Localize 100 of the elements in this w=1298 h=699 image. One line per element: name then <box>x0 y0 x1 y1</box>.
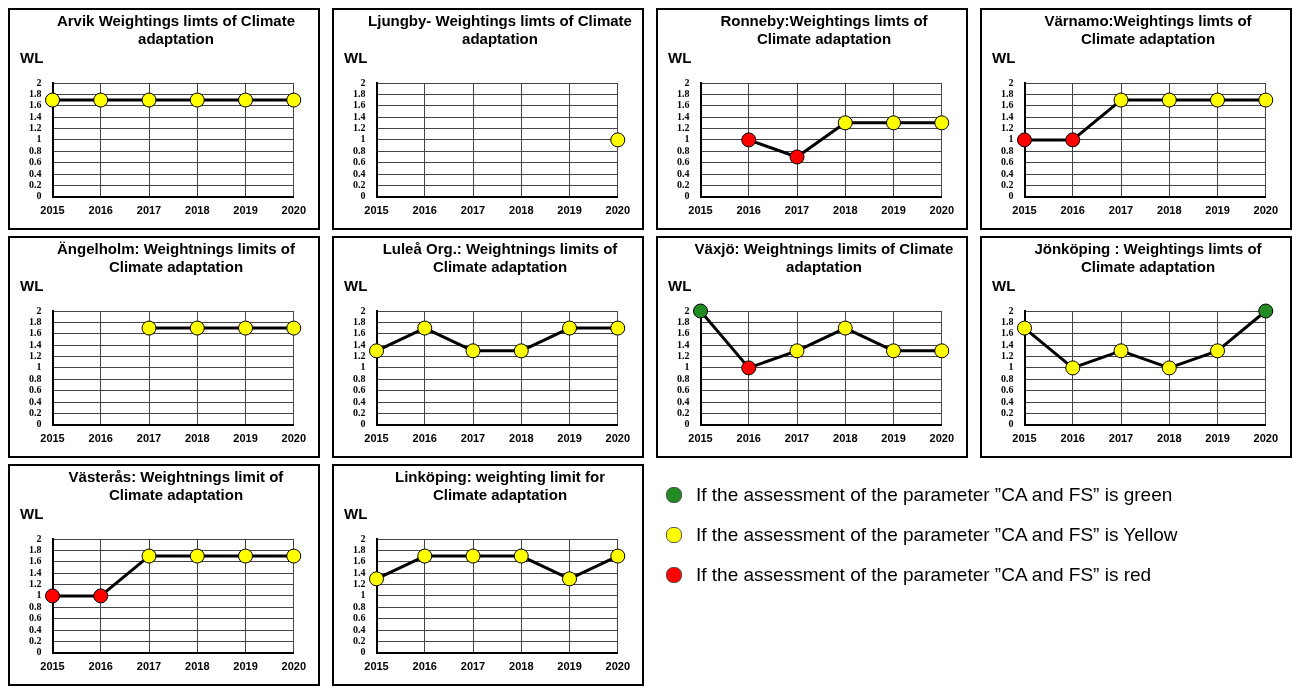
x-tick-label: 2020 <box>1253 432 1279 445</box>
x-tick-label: 2019 <box>557 432 582 445</box>
y-axis-title: WL <box>667 49 693 66</box>
x-tick-label: 2020 <box>605 660 631 673</box>
y-tick-label: 2 <box>360 304 366 316</box>
y-tick-label: 1.8 <box>29 315 42 327</box>
y-tick-label: 1 <box>1008 361 1014 373</box>
y-tick-label: 0 <box>1008 190 1014 202</box>
y-tick-label: 1.6 <box>353 99 366 111</box>
y-axis-title: WL <box>343 505 369 522</box>
y-tick-label: 1.6 <box>29 327 42 339</box>
x-tick-label: 2016 <box>736 204 761 217</box>
y-tick-label: 0.2 <box>353 635 366 646</box>
point <box>837 115 853 131</box>
y-tick-label: 2 <box>36 76 42 88</box>
y-tick-label: 0.2 <box>29 635 42 646</box>
point <box>741 360 757 376</box>
y-tick-label: 0 <box>360 418 366 430</box>
y-tick-label: 0.4 <box>353 623 366 635</box>
y-tick-label: 1.8 <box>1001 315 1014 327</box>
x-tick-label: 2016 <box>1060 432 1085 445</box>
x-tick-label: 2018 <box>1157 204 1182 217</box>
y-tick-label: 1.8 <box>677 315 690 327</box>
y-tick-label: 1.6 <box>677 99 690 111</box>
x-tick-label: 2017 <box>784 204 810 217</box>
y-tick-label: 0 <box>1008 418 1014 430</box>
y-tick-label: 2 <box>684 304 690 316</box>
x-tick-label: 2016 <box>1060 204 1085 217</box>
x-tick-label: 2019 <box>233 204 258 217</box>
x-tick-label: 2015 <box>40 660 65 673</box>
y-tick-label: 1.6 <box>677 327 690 339</box>
y-axis-title: WL <box>991 49 1017 66</box>
chart-title: Ronneby:Weightings limts of Climate adaptation <box>719 12 929 49</box>
x-tick-label: 2017 <box>1108 204 1134 217</box>
x-tick-label: 2017 <box>1108 432 1134 445</box>
x-tick-label: 2016 <box>412 204 437 217</box>
y-tick-label: 1.8 <box>677 87 690 99</box>
x-tick-label: 2020 <box>929 432 955 445</box>
x-tick-label: 2019 <box>557 204 582 217</box>
y-tick-label: 0.4 <box>677 167 690 179</box>
y-tick-label: 1.4 <box>353 110 366 122</box>
y-tick-label: 0.2 <box>29 179 42 190</box>
x-tick-label: 2020 <box>1253 204 1279 217</box>
y-tick-label: 0.4 <box>353 395 366 407</box>
y-tick-label: 1 <box>1008 133 1014 145</box>
x-tick-label: 2018 <box>833 432 858 445</box>
chart-title: Värnamo:Weightings limts of Climate adaptation <box>1043 12 1253 49</box>
y-tick-label: 2 <box>1008 304 1014 316</box>
text: If the assessment of the parameter ”CA and FS” is Yellow <box>696 524 1178 546</box>
point <box>789 149 805 165</box>
y-tick-label: 0.2 <box>29 407 42 418</box>
y-tick-label: 0.2 <box>1001 407 1014 418</box>
y-tick-label: 1.4 <box>353 338 366 350</box>
x-tick-label: 2019 <box>233 432 258 445</box>
y-tick-label: 1.4 <box>29 338 42 350</box>
y-tick-label: 1.2 <box>353 350 366 362</box>
y-axis-title: WL <box>343 277 369 294</box>
chart-title: Luleå Org.: Weightnings limits of Climate adaptation <box>381 240 619 277</box>
y-tick-label: 1 <box>684 133 690 145</box>
point <box>837 320 853 336</box>
point <box>789 343 805 359</box>
y-tick-label: 1.4 <box>677 338 690 350</box>
point <box>886 115 902 131</box>
chart-title: Arvik Weightings limts of Climate adaptation <box>55 12 297 49</box>
y-tick-label: 1.4 <box>1001 110 1014 122</box>
x-tick-label: 2015 <box>364 660 389 673</box>
y-tick-label: 0.4 <box>1001 395 1014 407</box>
y-tick-label: 2 <box>684 76 690 88</box>
y-tick-label: 0.6 <box>29 156 42 168</box>
chart-title: Jönköping : Weightings limts of Climate adaptation <box>1033 240 1263 277</box>
point <box>1017 320 1032 336</box>
point <box>693 303 708 319</box>
y-tick-label: 1.2 <box>353 578 366 590</box>
y-tick-label: 0.8 <box>29 600 42 612</box>
y-tick-label: 0.6 <box>677 156 690 168</box>
y-tick-label: 1.4 <box>29 566 42 578</box>
y-tick-label: 1.6 <box>1001 99 1014 111</box>
point <box>741 132 757 148</box>
y-tick-label: 0.8 <box>1001 372 1014 384</box>
x-tick-label: 2015 <box>364 204 389 217</box>
y-tick-label: 1.2 <box>1001 122 1014 134</box>
x-tick-label: 2016 <box>412 432 437 445</box>
x-tick-label: 2017 <box>460 432 486 445</box>
y-tick-label: 0.2 <box>677 407 690 418</box>
y-tick-label: 2 <box>360 76 366 88</box>
x-tick-label: 2020 <box>281 660 307 673</box>
x-tick-label: 2015 <box>40 204 65 217</box>
x-tick-label: 2015 <box>688 204 713 217</box>
y-tick-label: 0.4 <box>677 395 690 407</box>
y-tick-label: 1.2 <box>29 350 42 362</box>
x-tick-label: 2017 <box>136 432 162 445</box>
y-tick-label: 0 <box>684 418 690 430</box>
x-tick-label: 2015 <box>688 432 713 445</box>
x-tick-label: 2016 <box>88 660 113 673</box>
y-tick-label: 2 <box>360 532 366 544</box>
y-axis-title: WL <box>19 277 45 294</box>
chart-title: Linköping: weighting limit for Climate adaptation <box>394 468 606 505</box>
y-tick-label: 0.6 <box>29 384 42 396</box>
x-tick-label: 2019 <box>233 660 258 673</box>
point <box>1210 343 1226 359</box>
